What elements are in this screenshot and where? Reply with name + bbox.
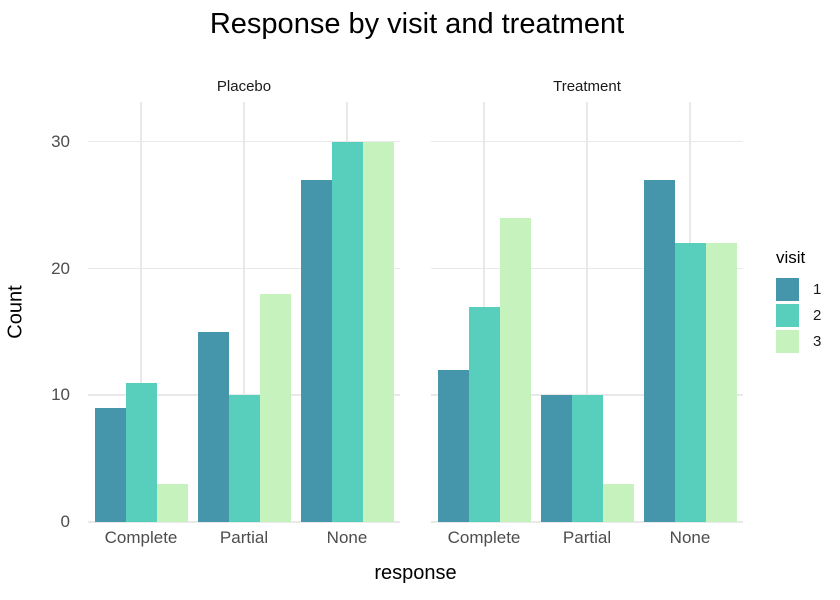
bar xyxy=(94,408,126,522)
legend-swatch xyxy=(776,330,799,353)
y-axis-title: Count xyxy=(4,285,27,339)
gridline-h xyxy=(88,394,400,396)
legend-swatch xyxy=(776,278,799,301)
gridline-h xyxy=(88,140,400,143)
bar xyxy=(228,395,260,522)
bar xyxy=(125,382,157,522)
legend-key: 1 xyxy=(776,278,821,301)
bar xyxy=(499,218,531,522)
bar xyxy=(468,306,500,522)
facet-strip-label: Treatment xyxy=(553,78,621,95)
y-tick-label: 0 xyxy=(60,512,70,531)
bar xyxy=(540,395,572,522)
bar xyxy=(259,294,291,522)
bar xyxy=(197,332,229,522)
gridline-h xyxy=(431,394,743,396)
bar xyxy=(643,180,675,522)
bar xyxy=(300,180,332,522)
legend-key: 2 xyxy=(776,304,821,327)
facet-panel xyxy=(88,102,400,523)
gridline-h xyxy=(431,267,743,270)
bar xyxy=(674,243,706,522)
gridline-h xyxy=(88,267,400,270)
legend-key-label: 1 xyxy=(813,281,822,298)
legend-keys: 1 2 3 xyxy=(776,278,821,353)
legend-key-label: 3 xyxy=(813,333,822,350)
legend-swatch xyxy=(776,304,799,327)
bar xyxy=(362,142,394,522)
x-tick-label: Partial xyxy=(562,528,612,547)
x-axis-title: response xyxy=(374,562,457,584)
chart-title: Response by visit and treatment xyxy=(209,8,625,40)
gridline-h xyxy=(431,140,743,143)
bar xyxy=(571,395,603,522)
bar xyxy=(331,142,363,522)
gridline-v xyxy=(586,102,588,522)
gridline-v xyxy=(243,102,245,522)
legend: visit 1 2 3 xyxy=(776,248,821,356)
facet-panel xyxy=(431,102,743,523)
y-tick-label: 10 xyxy=(51,385,70,405)
bar xyxy=(437,370,469,522)
gridline-v xyxy=(140,102,142,522)
legend-title: visit xyxy=(776,248,806,267)
facet-strip-label: Placebo xyxy=(216,78,272,95)
bar xyxy=(705,243,737,522)
x-tick-label: None xyxy=(669,528,711,547)
legend-key-label: 2 xyxy=(813,307,822,324)
bar xyxy=(156,484,188,522)
legend-key: 3 xyxy=(776,330,821,353)
y-tick-label: 20 xyxy=(51,258,70,278)
y-tick-label: 30 xyxy=(51,131,70,151)
x-tick-label: Complete xyxy=(104,528,178,547)
x-tick-label: Partial xyxy=(219,528,269,547)
bar xyxy=(602,484,634,522)
x-tick-label: Complete xyxy=(447,528,521,547)
x-tick-label: None xyxy=(326,528,368,547)
